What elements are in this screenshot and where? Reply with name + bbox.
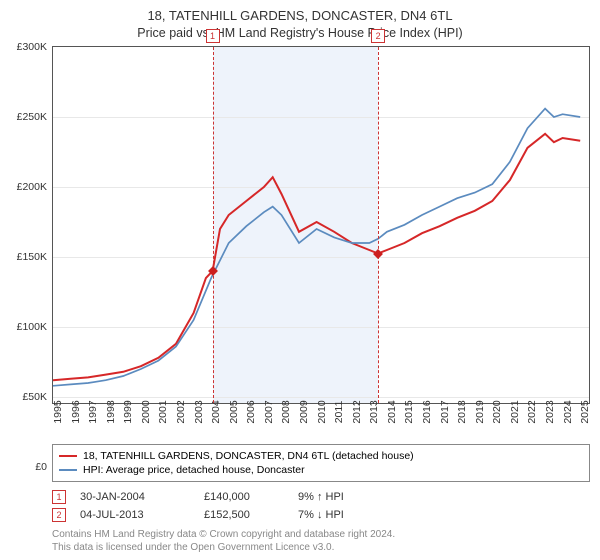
sale-row-marker: 1 <box>52 490 66 504</box>
sale-date: 30-JAN-2004 <box>80 491 190 503</box>
price-chart: £0£50K£100K£150K£200K£250K£300K 12 <box>52 46 590 404</box>
sale-date: 04-JUL-2013 <box>80 509 190 521</box>
sale-row-marker: 2 <box>52 508 66 522</box>
y-axis-label: £300K <box>17 41 47 53</box>
sale-row: 2 04-JUL-2013 £152,500 7% ↓ HPI <box>52 506 590 524</box>
sale-marker-2: 2 <box>371 29 385 43</box>
sale-price: £140,000 <box>204 491 284 503</box>
sale-price: £152,500 <box>204 509 284 521</box>
sale-line <box>378 47 379 403</box>
footer-line-1: Contains HM Land Registry data © Crown c… <box>52 528 590 541</box>
sale-line <box>213 47 214 403</box>
footer-line-2: This data is licensed under the Open Gov… <box>52 541 590 554</box>
sale-delta: 7% ↓ HPI <box>298 509 388 521</box>
series-price_paid <box>53 134 580 380</box>
sale-delta: 9% ↑ HPI <box>298 491 388 503</box>
sale-marker-1: 1 <box>206 29 220 43</box>
series-hpi <box>53 109 580 386</box>
y-axis-label: £50K <box>22 391 47 403</box>
y-axis-label: £100K <box>17 321 47 333</box>
y-axis-label: £200K <box>17 181 47 193</box>
footer-attribution: Contains HM Land Registry data © Crown c… <box>52 528 590 554</box>
y-axis-label: £150K <box>17 251 47 263</box>
page-title: 18, TATENHILL GARDENS, DONCASTER, DN4 6T… <box>10 8 590 23</box>
y-axis-label: £250K <box>17 111 47 123</box>
legend-swatch <box>59 469 77 471</box>
sale-row: 1 30-JAN-2004 £140,000 9% ↑ HPI <box>52 488 590 506</box>
y-axis-label: £0 <box>35 461 47 473</box>
page-subtitle: Price paid vs. HM Land Registry's House … <box>10 26 590 40</box>
